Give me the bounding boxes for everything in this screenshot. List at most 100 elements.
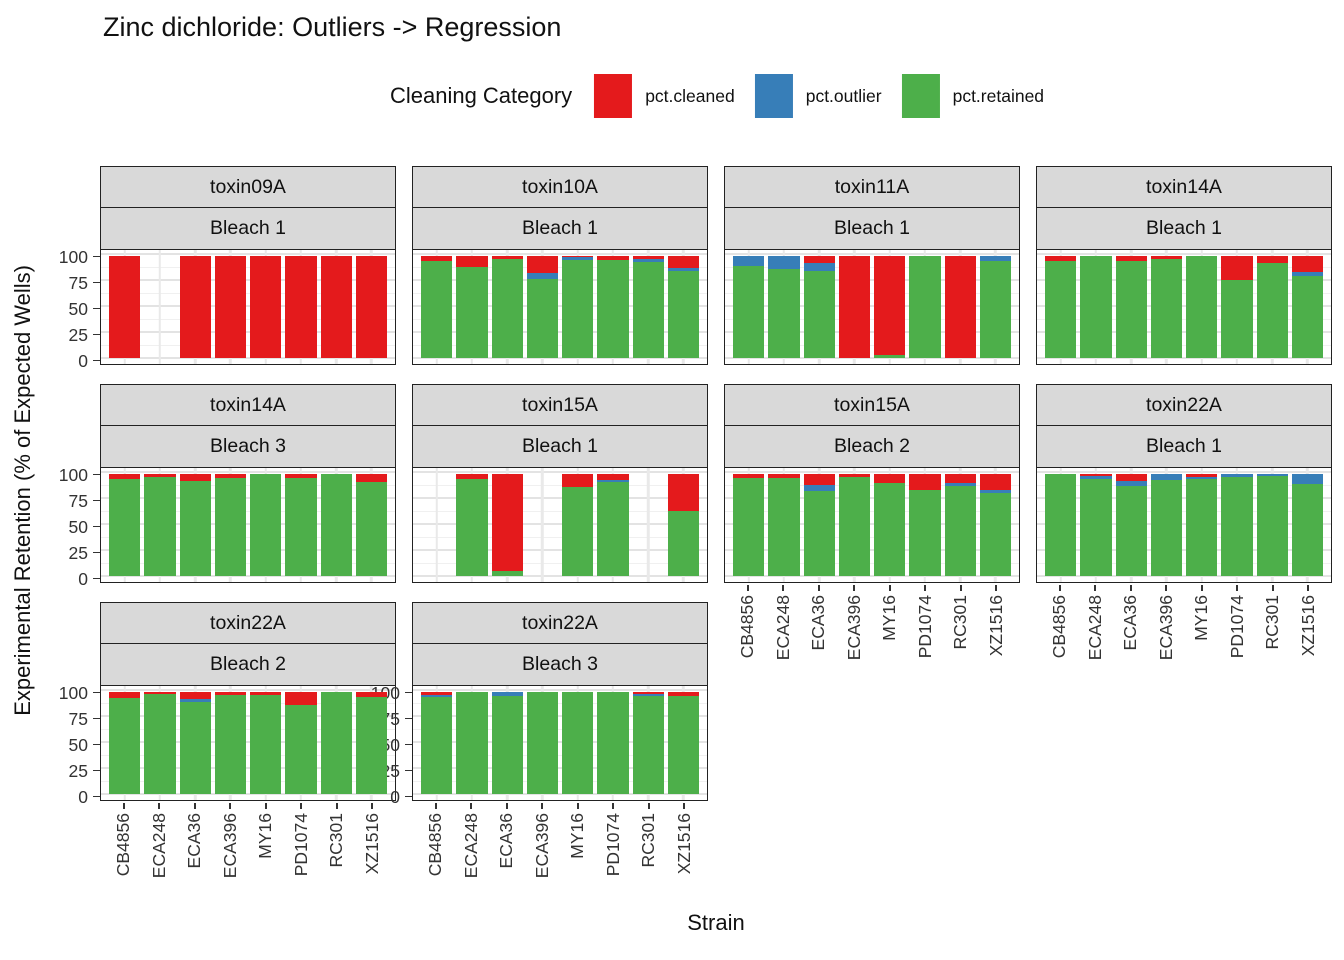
plot-panel	[100, 248, 396, 365]
stacked-bar-ECA36	[491, 691, 523, 794]
bar-segment-retained	[214, 477, 246, 576]
stacked-bar-MY16	[874, 255, 906, 358]
stacked-bar-RC301	[1256, 255, 1288, 358]
bar-segment-retained	[1186, 478, 1218, 576]
stacked-bar-XZ1516	[355, 691, 387, 794]
bar-segment-cleaned	[667, 473, 699, 511]
bar-slot-PD1074	[597, 249, 629, 364]
x-tick-mark	[505, 803, 508, 809]
x-axis-title: Strain	[687, 910, 745, 935]
y-tick-mark	[93, 281, 100, 284]
x-label-slot: ECA36	[491, 803, 523, 878]
bar-segment-retained	[597, 259, 629, 358]
stacked-bar-RC301	[320, 691, 352, 794]
plot-panel	[1036, 466, 1332, 583]
bar-slot-ECA36	[1115, 249, 1147, 364]
x-tick-label-ECA36: ECA36	[1120, 595, 1140, 651]
strip-toxin: toxin11A	[724, 166, 1020, 209]
gridline-y	[101, 279, 395, 281]
bar-slot-ECA36	[179, 467, 211, 582]
gridline-y	[413, 549, 707, 551]
bar-segment-retained	[1115, 486, 1147, 576]
bar-slot-ECA248	[768, 467, 800, 582]
bar-segment-retained	[250, 473, 282, 576]
gridline-y	[413, 536, 707, 538]
legend-swatch-retained-icon	[901, 74, 940, 118]
y-tick-mark	[93, 769, 100, 772]
y-tick-mark	[405, 743, 412, 746]
x-label-slot: ECA36	[179, 803, 211, 878]
bar-segment-retained	[456, 478, 488, 576]
bar-segment-cleaned	[214, 473, 246, 478]
x-label-slot: RC301	[1257, 585, 1289, 660]
bar-segment-retained	[1080, 478, 1112, 576]
x-tick-label-ECA396: ECA396	[843, 595, 864, 661]
bar-slot-RC301	[320, 249, 352, 364]
x-tick-label-PD1074: PD1074	[1226, 595, 1247, 659]
bar-slot-XZ1516	[667, 685, 699, 800]
facet-toxin14A-bleach3: toxin14A Bleach 3 100 75 50 25 0	[59, 384, 396, 589]
bars-area	[419, 249, 701, 364]
bar-segment-retained	[667, 695, 699, 794]
bar-segment-cleaned	[562, 473, 594, 488]
bar-segment-cleaned	[144, 691, 176, 694]
x-label-slot: MY16	[1186, 585, 1218, 660]
gridline-y	[101, 575, 395, 577]
gridline-y	[101, 510, 395, 512]
strip-toxin: toxin15A	[724, 384, 1020, 427]
x-tick-label-PD1074: PD1074	[290, 813, 311, 877]
bar-slot-MY16	[874, 467, 906, 582]
x-label-slot: CB4856	[1044, 585, 1076, 660]
bar-segment-cleaned	[1115, 473, 1147, 481]
gridline-y	[413, 702, 707, 704]
bar-slot-CB4856	[421, 249, 453, 364]
gridline-y	[101, 318, 395, 320]
bar-segment-cleaned	[562, 255, 594, 257]
x-axis: CB4856 ECA248 ECA36 ECA396 MY16 PD1074 RC301 XZ…	[1042, 585, 1326, 660]
bar-segment-cleaned	[597, 473, 629, 480]
x-tick-mark	[576, 803, 579, 809]
stacked-bar-XZ1516	[667, 691, 699, 794]
x-label-slot: ECA248	[144, 803, 176, 878]
strip-bleach: Bleach 1	[412, 207, 708, 251]
gridline-y	[1037, 575, 1331, 577]
bar-slot-XZ1516	[355, 467, 387, 582]
x-label-slot: ECA36	[1115, 585, 1147, 660]
stacked-bar-ECA36	[491, 255, 523, 358]
bar-segment-cleaned	[1080, 473, 1112, 476]
gridline-y	[1037, 253, 1331, 255]
stacked-bar-PD1074	[285, 473, 317, 576]
strip-toxin: toxin14A	[1036, 166, 1332, 209]
stacked-bar-CB4856	[109, 691, 141, 794]
x-tick-mark	[683, 803, 686, 809]
bar-segment-cleaned	[838, 255, 870, 358]
x-tick-label-ECA396: ECA396	[219, 813, 240, 879]
gridline-y	[101, 793, 395, 795]
bar-slot-ECA248	[144, 685, 176, 800]
bar-slot-ECA396	[838, 467, 870, 582]
bar-slot-XZ1516	[979, 467, 1011, 582]
x-tick-mark	[746, 585, 749, 591]
bar-segment-cleaned	[285, 255, 317, 358]
x-tick-mark	[470, 803, 473, 809]
bar-segment-cleaned	[1291, 255, 1323, 273]
strip-bleach: Bleach 1	[724, 207, 1020, 251]
x-tick-mark	[995, 585, 998, 591]
x-tick-label-RC301: RC301	[638, 813, 658, 868]
bar-segment-cleaned	[733, 473, 765, 478]
gridline-y	[1037, 536, 1331, 538]
plot-panel	[100, 466, 396, 583]
legend-label-cleaned: pct.cleaned	[645, 85, 735, 106]
bar-slot-PD1074	[1221, 249, 1253, 364]
bar-slot-MY16	[874, 249, 906, 364]
bar-segment-cleaned	[421, 691, 453, 695]
gridline-y	[413, 689, 707, 691]
x-label-slot: RC301	[945, 585, 977, 660]
x-tick-label-ECA248: ECA248	[460, 813, 481, 879]
legend-label-outlier: pct.outlier	[805, 85, 882, 106]
x-tick-label-ECA396: ECA396	[1155, 595, 1176, 661]
gridline-y	[413, 780, 707, 782]
bar-segment-retained	[632, 695, 664, 794]
x-tick-label-XZ1516: XZ1516	[985, 595, 1006, 657]
bar-slot-ECA396	[838, 249, 870, 364]
